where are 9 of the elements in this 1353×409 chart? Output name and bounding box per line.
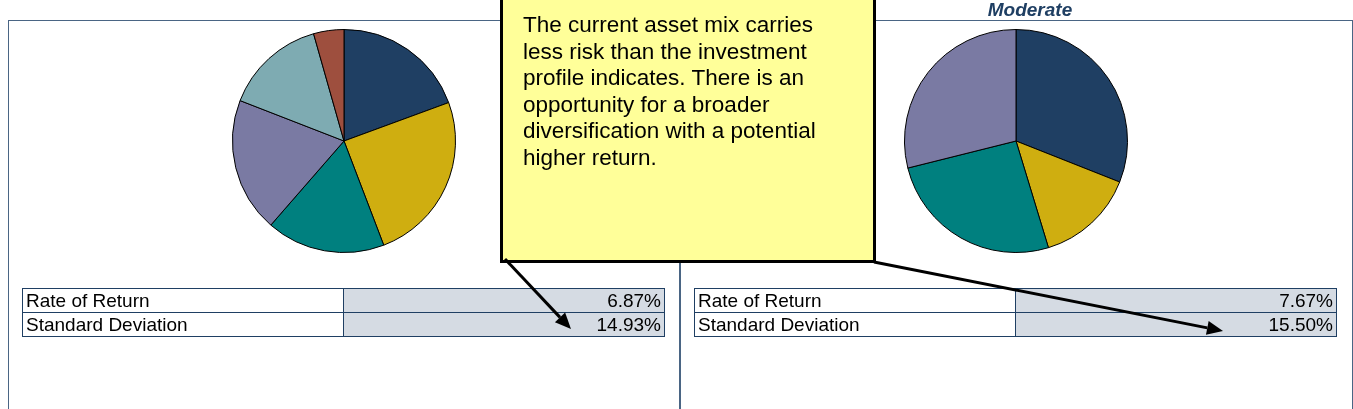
text: 14.93%: [343, 312, 665, 337]
text: Standard Deviation: [22, 312, 344, 337]
text: Rate of Return: [22, 288, 344, 313]
text: 7.67%: [1015, 288, 1337, 313]
chart-title: Moderate: [986, 0, 1074, 21]
text: 15.50%: [1015, 312, 1337, 337]
text: Rate of Return: [694, 288, 1016, 313]
text: Standard Deviation: [694, 312, 1016, 337]
text: 6.87%: [343, 288, 665, 313]
